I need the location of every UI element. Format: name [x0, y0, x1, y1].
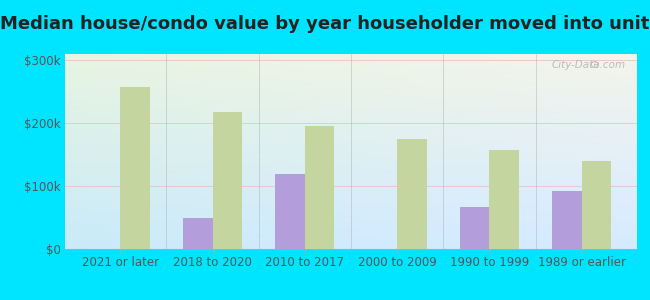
Bar	[397, 139, 426, 249]
Bar	[582, 161, 611, 249]
Bar	[489, 150, 519, 249]
Bar	[213, 112, 242, 249]
Bar	[460, 207, 489, 249]
Bar	[552, 191, 582, 249]
Text: City-Data.com: City-Data.com	[551, 60, 625, 70]
Legend: Valley Head, Alabama: Valley Head, Alabama	[235, 299, 467, 300]
Text: Median house/condo value by year householder moved into unit: Median house/condo value by year househo…	[0, 15, 650, 33]
Bar	[120, 87, 150, 249]
Text: ⊙: ⊙	[590, 60, 600, 70]
Bar	[305, 126, 334, 249]
Bar	[183, 218, 213, 249]
Bar	[276, 173, 305, 249]
